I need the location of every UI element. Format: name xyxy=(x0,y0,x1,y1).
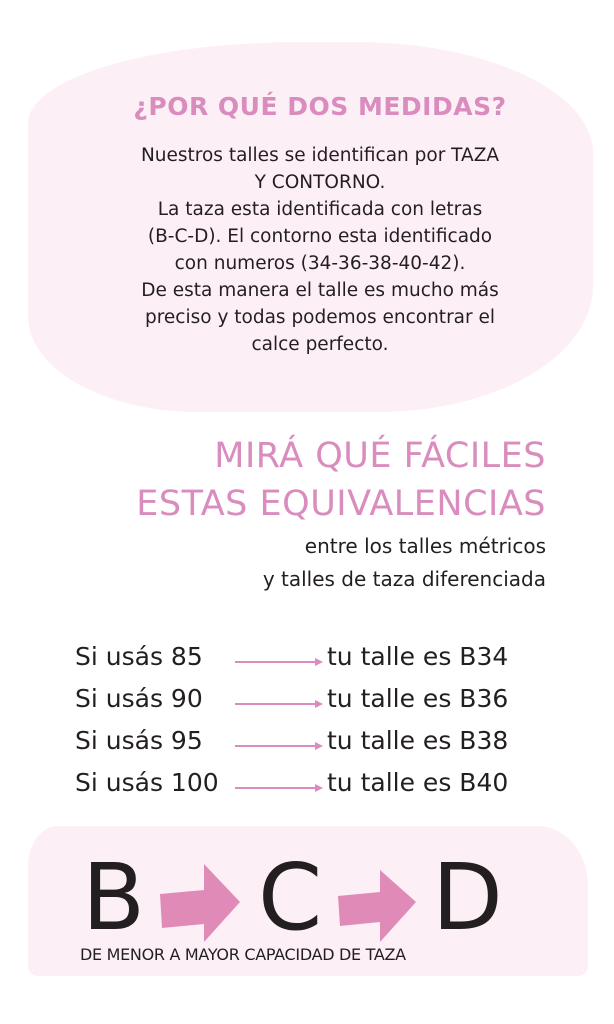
intro-line: Y CONTORNO. xyxy=(254,172,386,193)
cups-background xyxy=(28,826,588,976)
subtitle-line: entre los talles métricos xyxy=(304,534,546,558)
subtitle-line: y talles de taza diferenciada xyxy=(262,567,546,591)
heading-line: ESTAS EQUIVALENCIAS xyxy=(136,484,546,524)
metric-size: Si usás 90 xyxy=(75,684,203,713)
equivalence-row: Si usás 90 tu talle es B36 xyxy=(75,684,555,724)
arrow-right-icon xyxy=(160,864,240,942)
cup-size: tu talle es B40 xyxy=(327,768,509,797)
equivalence-row: Si usás 85 tu talle es B34 xyxy=(75,642,555,682)
cups-caption: DE MENOR A MAYOR CAPACIDAD DE TAZA xyxy=(80,945,406,964)
intro-line: calce perfecto. xyxy=(251,334,389,355)
metric-size: Si usás 85 xyxy=(75,642,203,671)
arrow-right-icon xyxy=(235,784,323,792)
equivalences-heading: MIRÁ QUÉ FÁCILES ESTAS EQUIVALENCIAS xyxy=(136,432,546,528)
arrow-right-icon xyxy=(235,700,323,708)
intro-line: Nuestros talles se identifican por TAZA xyxy=(140,145,500,166)
heading-line: MIRÁ QUÉ FÁCILES xyxy=(214,436,546,476)
equivalence-row: Si usás 95 tu talle es B38 xyxy=(75,726,555,766)
intro-background xyxy=(28,42,593,412)
equivalence-row: Si usás 100 tu talle es B40 xyxy=(75,768,555,808)
cup-size: tu talle es B34 xyxy=(327,642,509,671)
cup-letter-c: C xyxy=(258,844,323,951)
intro-line: La taza esta identificada con letras xyxy=(157,199,483,220)
cup-letter-b: B xyxy=(82,844,146,951)
intro-line: De esta manera el talle es mucho más xyxy=(141,280,499,301)
intro-line: preciso y todas podemos encontrar el xyxy=(144,307,496,328)
intro-line: (B-C-D). El contorno esta identificado xyxy=(147,226,493,247)
intro-title: ¿POR QUÉ DOS MEDIDAS? xyxy=(133,92,507,121)
metric-size: Si usás 95 xyxy=(75,726,203,755)
arrow-right-icon xyxy=(235,742,323,750)
arrow-right-icon xyxy=(235,658,323,666)
cup-letter-d: D xyxy=(432,844,503,951)
arrow-right-icon xyxy=(338,870,416,942)
intro-line: con numeros (34-36-38-40-42). xyxy=(174,253,466,274)
cup-size: tu talle es B38 xyxy=(327,726,509,755)
equivalences-subtitle: entre los talles métricos y talles de ta… xyxy=(263,530,546,596)
intro-text: Nuestros talles se identifican por TAZA … xyxy=(70,142,570,358)
cup-size: tu talle es B36 xyxy=(327,684,509,713)
metric-size: Si usás 100 xyxy=(75,768,219,797)
